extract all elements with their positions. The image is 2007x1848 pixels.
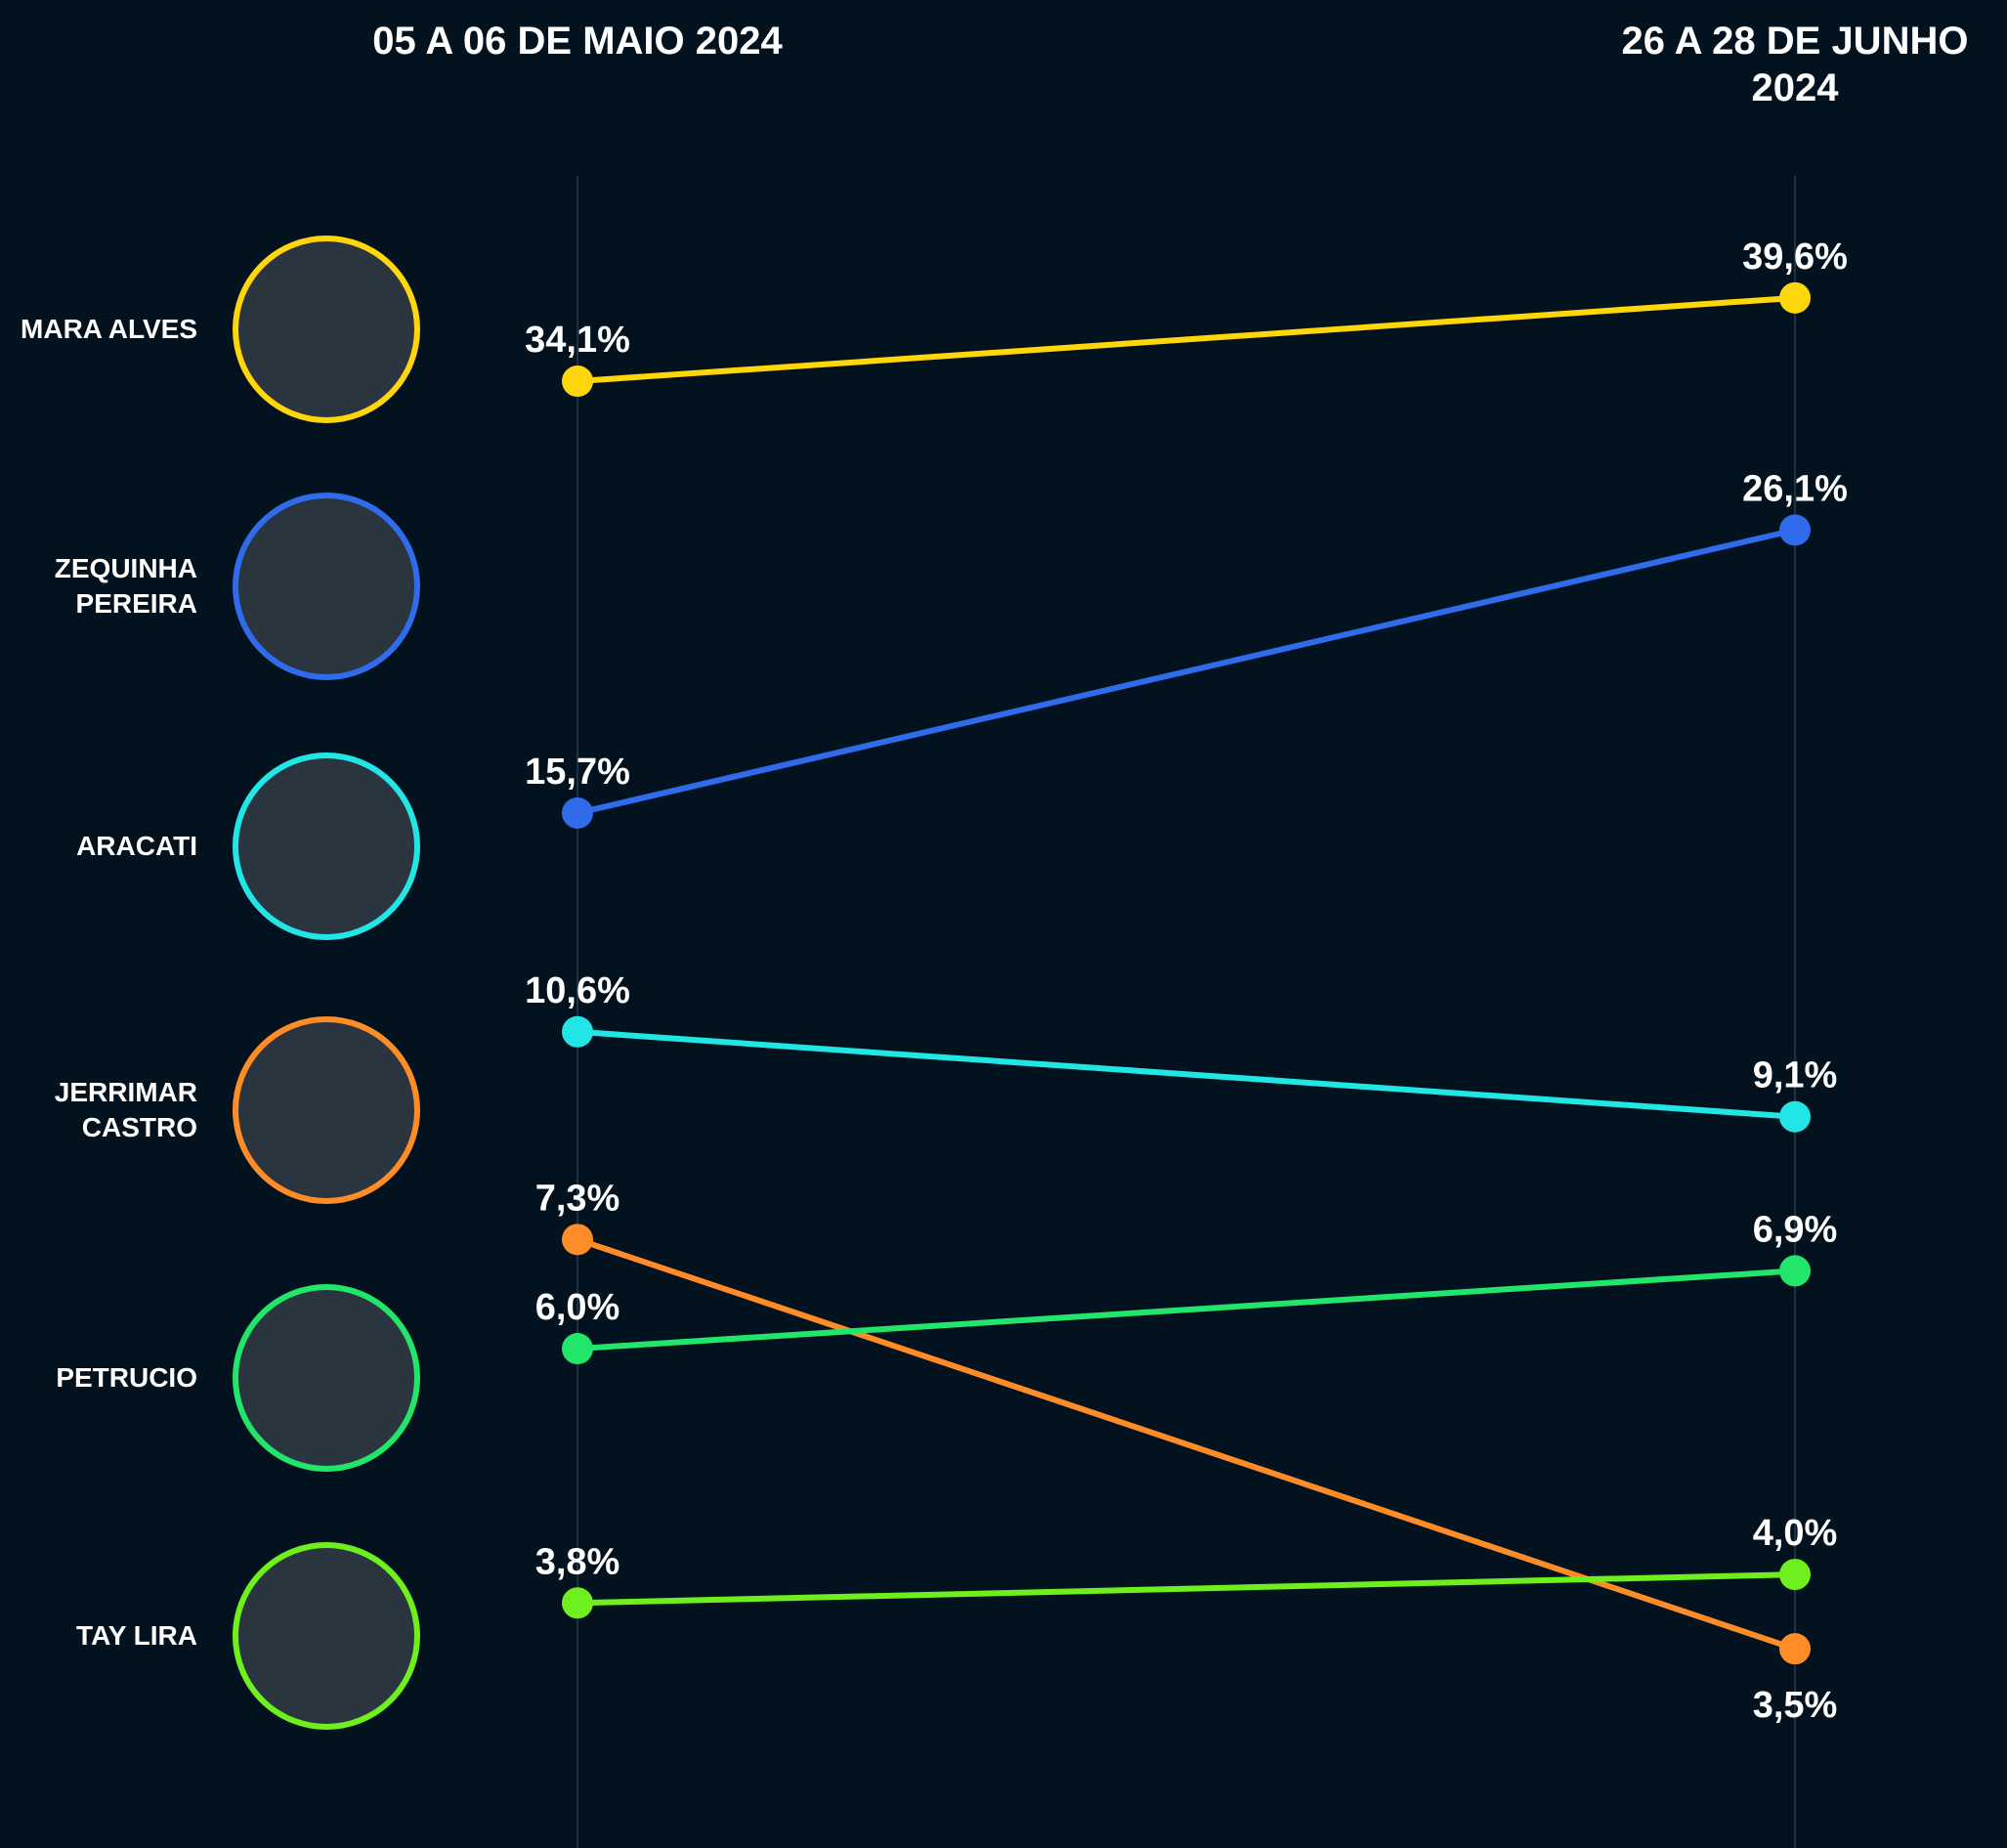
point (562, 1224, 593, 1255)
point (562, 1587, 593, 1618)
point (1779, 282, 1811, 314)
value-label: 10,6% (525, 970, 630, 1011)
value-label: 9,1% (1753, 1055, 1838, 1096)
column-header: 05 A 06 DE MAIO 2024 (363, 18, 792, 64)
series-line (577, 1270, 1795, 1349)
chart: 34,1% 39,6% 15,7% 26,1% 10,6% 9,1% 7,3% 3,5% 6,0… (0, 0, 2007, 1848)
avatar (235, 1019, 417, 1201)
point (562, 365, 593, 397)
point (1779, 1633, 1811, 1664)
avatar (235, 755, 417, 937)
point (1779, 1255, 1811, 1286)
avatar (235, 238, 417, 420)
candidate-name: ZEQUINHA PEREIRA (12, 551, 197, 622)
avatar (235, 1545, 417, 1727)
candidate-name: TAY LIRA (12, 1618, 197, 1654)
plot: 34,1% 39,6% 15,7% 26,1% 10,6% 9,1% 7,3% 3,5% 6,0… (0, 0, 2007, 1848)
value-label: 15,7% (525, 752, 630, 793)
value-label: 3,8% (535, 1541, 620, 1582)
series-line (577, 530, 1795, 813)
avatar (235, 1287, 417, 1469)
point (562, 797, 593, 829)
value-label: 4,0% (1753, 1513, 1838, 1554)
point (562, 1333, 593, 1364)
candidate-name: JERRIMAR CASTRO (12, 1075, 197, 1145)
value-label: 3,5% (1753, 1685, 1838, 1726)
avatar (235, 495, 417, 677)
value-label: 26,1% (1742, 468, 1848, 509)
value-label: 34,1% (525, 320, 630, 361)
series-line (577, 298, 1795, 381)
value-label: 6,9% (1753, 1209, 1838, 1250)
value-label: 7,3% (535, 1178, 620, 1219)
candidate-name: PETRUCIO (12, 1360, 197, 1396)
value-label: 6,0% (535, 1287, 620, 1328)
point (1779, 1101, 1811, 1133)
value-label: 39,6% (1742, 236, 1848, 278)
point (1779, 514, 1811, 545)
column-header: 26 A 28 DE JUNHO 2024 (1580, 18, 2007, 111)
candidate-name: MARA ALVES (12, 312, 197, 347)
series-line (577, 1032, 1795, 1117)
point (1779, 1559, 1811, 1590)
point (562, 1016, 593, 1048)
candidate-name: ARACATI (12, 829, 197, 864)
